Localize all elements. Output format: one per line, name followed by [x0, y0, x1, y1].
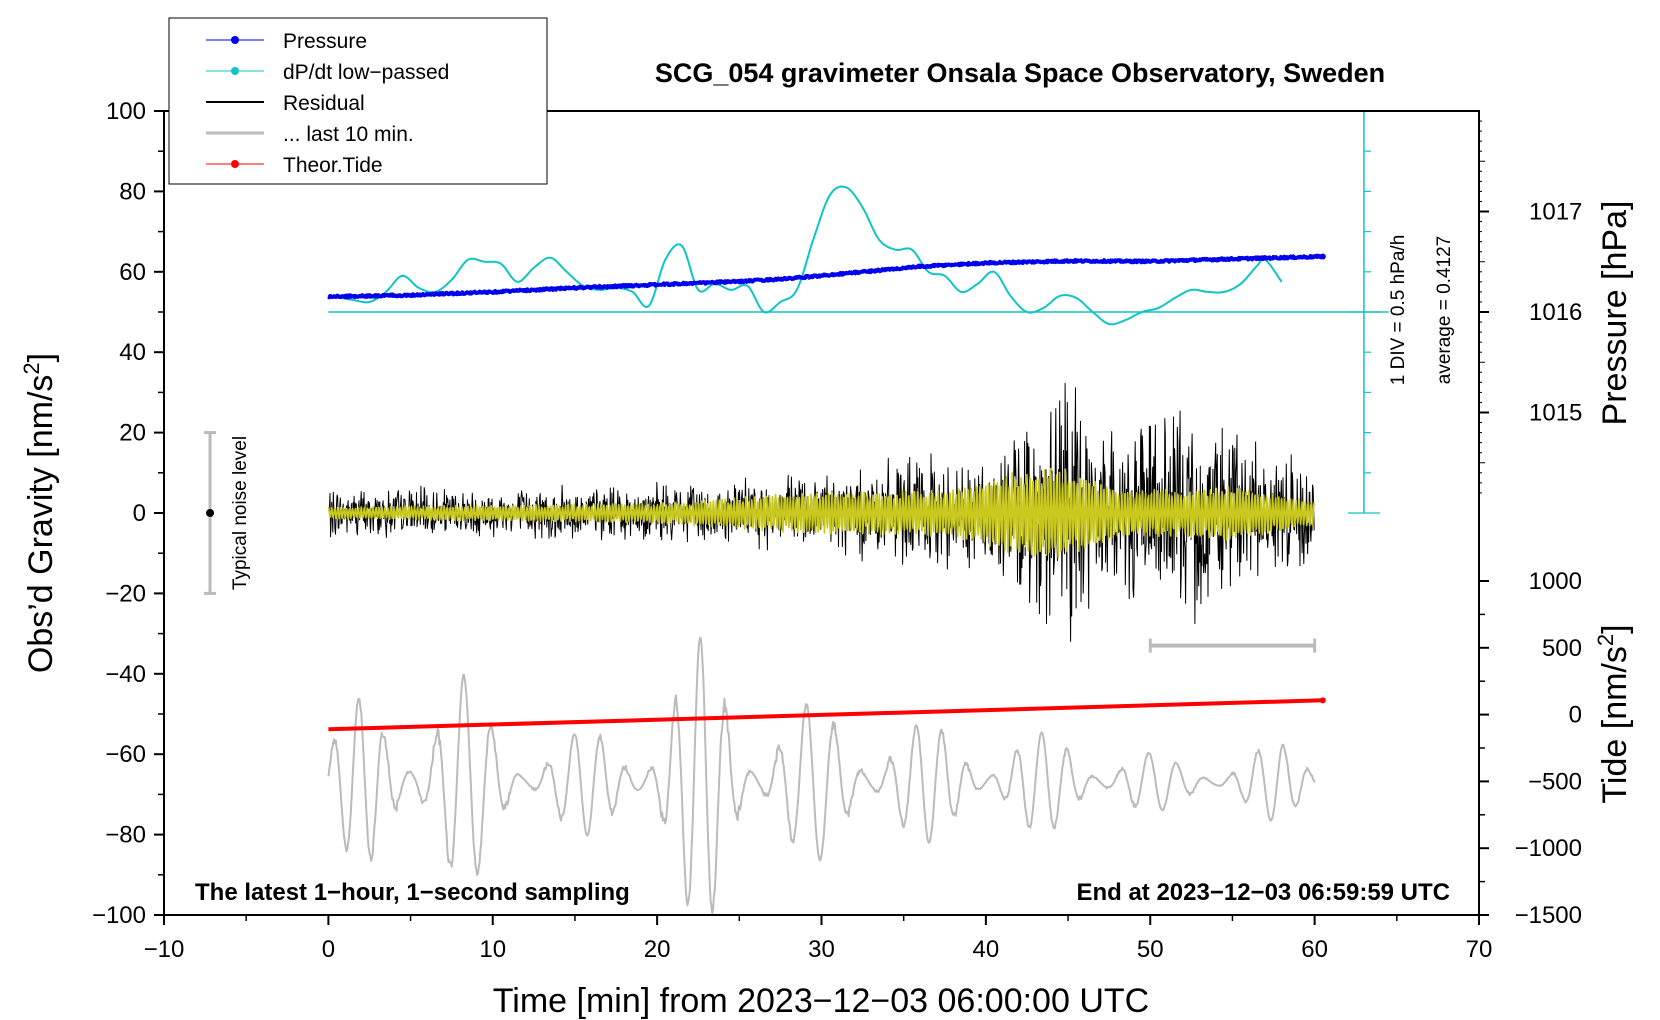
- legend-marker-tide: [231, 160, 239, 168]
- axis-ticks: −10 0 10 20 30 40 50 60 70100806040200−20−40−60−…: [92, 98, 1582, 963]
- legend: Pressure dP/dt low−passed Residual ... l…: [168, 17, 548, 185]
- legend-entry-residual: Residual: [206, 92, 365, 115]
- tide-tick-label: 500: [1542, 635, 1582, 662]
- pressure-tick-label: 1017: [1529, 199, 1582, 226]
- x-tick-label: 10: [479, 936, 506, 963]
- x-tick-label: 60: [1301, 936, 1328, 963]
- x-axis-title: Time [min] from 2023−12−03 06:00:00 UTC: [493, 982, 1149, 1020]
- y-axis-title: Obs’d Gravity [nm/s2]: [19, 353, 60, 673]
- chart-title: SCG_054 gravimeter Onsala Space Observat…: [655, 58, 1385, 88]
- y-tick-label: −20: [105, 580, 146, 607]
- x-tick-label: 40: [973, 936, 1000, 963]
- dpdt-line: [328, 185, 1283, 326]
- last10-series-layer: [327, 636, 1316, 916]
- tide-tick-label: −1500: [1515, 902, 1582, 929]
- x-tick-label: 50: [1137, 936, 1164, 963]
- y-tick-label: 80: [119, 178, 146, 205]
- y-tick-label: 0: [133, 500, 146, 527]
- last10-line: [327, 636, 1316, 916]
- y-tick-label: 20: [119, 420, 146, 447]
- legend-entry-pressure: Pressure: [206, 30, 367, 53]
- y-tick-label: 40: [119, 339, 146, 366]
- noise-level-label: Typical noise level: [230, 436, 251, 590]
- legend-marker-dpdt: [231, 67, 239, 75]
- y-tick-label: −100: [92, 902, 146, 929]
- y-tick-label: −60: [105, 741, 146, 768]
- tide-line: [328, 698, 1323, 732]
- legend-label-tide: Theor.Tide: [283, 154, 383, 177]
- scale-div-label: 1 DIV = 0.5 hPa/h: [1388, 235, 1409, 386]
- legend-label-pressure: Pressure: [283, 30, 367, 53]
- dpdt-series-layer: [328, 185, 1283, 326]
- x-tick-label: 0: [322, 936, 335, 963]
- legend-entry-last10: ... last 10 min.: [206, 123, 414, 146]
- y-tick-label: −40: [105, 661, 146, 688]
- tide-tick-label: −1000: [1515, 835, 1582, 862]
- filtered-residual-line: [327, 467, 1316, 559]
- x-tick-label: −10: [144, 936, 185, 963]
- pressure-series-layer: [327, 253, 1326, 300]
- y-tick-label: 100: [106, 98, 146, 125]
- sampling-note: The latest 1−hour, 1−second sampling: [195, 879, 630, 906]
- x-tick-label: 20: [644, 936, 671, 963]
- y-tick-label: 60: [119, 259, 146, 286]
- x-tick-label: 30: [808, 936, 835, 963]
- pressure-axis-title: Pressure [hPa]: [1596, 201, 1634, 426]
- pressure-tick-label: 1015: [1529, 400, 1582, 427]
- noise-bar-center: [206, 509, 215, 517]
- filtered-residual-layer: [327, 467, 1316, 559]
- legend-marker-pressure: [231, 36, 239, 44]
- pressure-tick-label: 1016: [1529, 299, 1582, 326]
- tide-end-point: [1319, 697, 1326, 704]
- tide-tick-label: 0: [1569, 702, 1582, 729]
- tide-tick-label: −500: [1528, 768, 1582, 795]
- x-tick-label: 70: [1466, 936, 1493, 963]
- pressure-end-point: [1319, 253, 1326, 260]
- legend-label-dpdt: dP/dt low−passed: [283, 61, 449, 84]
- legend-label-last10: ... last 10 min.: [283, 123, 414, 146]
- tide-series-layer: [328, 697, 1326, 732]
- tide-tick-label: 1000: [1529, 568, 1582, 595]
- y-tick-label: −80: [105, 822, 146, 849]
- legend-entry-tide: Theor.Tide: [206, 154, 383, 177]
- scale-average-label: average = 0.4127: [1434, 236, 1455, 384]
- tide-axis-title: Tide [nm/s2]: [1593, 624, 1634, 803]
- noise-and-last10-bars: [204, 431, 1317, 653]
- legend-entry-dpdt: dP/dt low−passed: [206, 61, 449, 84]
- end-time-note: End at 2023−12−03 06:59:59 UTC: [1076, 879, 1450, 906]
- legend-label-residual: Residual: [283, 92, 365, 115]
- pressure-line: [327, 253, 1324, 300]
